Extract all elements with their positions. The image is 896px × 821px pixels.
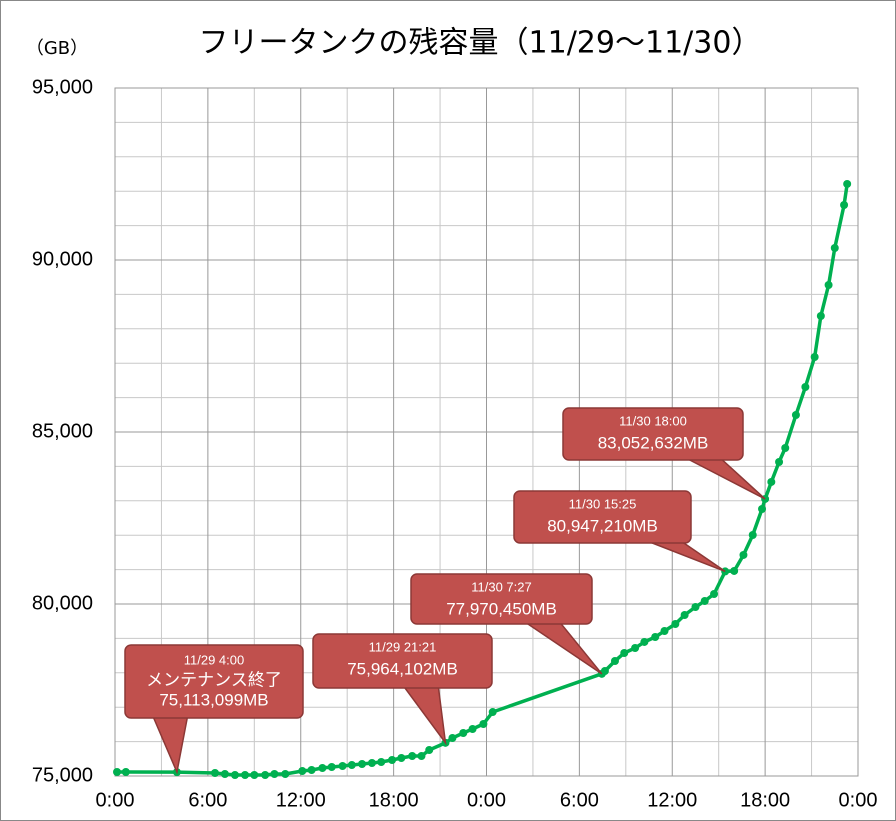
data-point (840, 200, 849, 209)
data-point (640, 637, 649, 646)
x-tick-label: 18:00 (740, 789, 790, 811)
data-point (671, 619, 680, 628)
data-point (397, 754, 406, 763)
callout-cover (403, 682, 437, 687)
data-point (468, 725, 477, 734)
callout: 11/30 15:25 80,947,210MB (513, 490, 726, 573)
data-point (610, 657, 619, 666)
callout-cover (523, 618, 557, 623)
callout-box (312, 633, 493, 689)
callout-text: 11/29 4:00 (184, 652, 244, 667)
callout-text: 83,052,632MB (598, 433, 709, 452)
data-point (479, 719, 488, 728)
data-point (425, 745, 434, 754)
callout-text: 11/29 21:21 (369, 639, 437, 654)
callout: 11/29 21:21 75,964,102MB (312, 633, 493, 746)
data-point (660, 627, 669, 636)
y-tick-label: 80,000 (32, 592, 93, 614)
callout-box (124, 644, 304, 719)
data-point (367, 758, 376, 767)
x-tick-label: 0:00 (467, 789, 506, 811)
data-point (488, 708, 497, 717)
data-point (377, 757, 386, 766)
data-point (417, 752, 426, 761)
data-point (281, 770, 290, 779)
data-point (327, 762, 336, 771)
data-point (338, 761, 347, 770)
x-tick-label: 6:00 (560, 789, 599, 811)
data-point (781, 443, 790, 452)
data-point (408, 752, 417, 761)
data-point (748, 530, 757, 539)
data-point (830, 243, 839, 252)
callout-cover (643, 537, 677, 542)
data-point (810, 353, 819, 362)
x-tick-label: 12:00 (276, 789, 326, 811)
data-point (816, 312, 825, 321)
callout-cover (683, 454, 717, 459)
callout-text: メンテナンス終了 (146, 670, 282, 689)
data-point (791, 411, 800, 420)
callout-box (410, 573, 593, 625)
data-point (631, 643, 640, 652)
data-point (758, 504, 767, 513)
data-point (448, 733, 457, 742)
data-point (270, 770, 279, 779)
data-point (210, 769, 219, 778)
data-point (358, 759, 367, 768)
data-point (710, 589, 719, 598)
x-tick-label: 6:00 (188, 789, 227, 811)
data-point (307, 766, 316, 775)
x-tick-label: 0:00 (96, 789, 135, 811)
x-tick-label: 12:00 (647, 789, 697, 811)
data-point (843, 179, 852, 188)
data-point (113, 768, 122, 777)
data-point (388, 756, 397, 765)
callout-text: 11/30 18:00 (619, 413, 687, 428)
x-tick-label: 0:00 (839, 789, 878, 811)
data-point (250, 771, 259, 780)
callout-text: 77,970,450MB (446, 599, 557, 618)
data-point (261, 771, 270, 780)
callout: 11/30 7:27 77,970,450MB (410, 573, 603, 675)
data-point (680, 611, 689, 620)
y-tick-label: 90,000 (32, 248, 93, 270)
callout-text: 80,947,210MB (547, 516, 658, 535)
data-point (651, 632, 660, 641)
x-tick-label: 18:00 (369, 789, 419, 811)
data-point (298, 767, 307, 776)
data-point (801, 383, 810, 392)
chart-title: フリータンクの残容量（11/29～11/30） (199, 26, 762, 61)
callout-box (513, 490, 692, 544)
callout-text: 75,113,099MB (159, 690, 268, 709)
callout-text: 11/30 7:27 (471, 579, 531, 594)
data-point (241, 771, 250, 780)
data-point (347, 760, 356, 769)
data-point (220, 770, 229, 779)
y-tick-label: 75,000 (32, 764, 93, 786)
callout-text: 11/30 15:25 (569, 496, 637, 511)
data-point (824, 281, 833, 290)
y-tick-label: 85,000 (32, 420, 93, 442)
data-point (730, 566, 739, 575)
data-point (230, 771, 239, 780)
y-tick-label: 95,000 (32, 76, 93, 98)
data-point (318, 763, 327, 772)
data-point (700, 597, 709, 606)
data-point (739, 550, 748, 559)
callout: 11/30 18:00 83,052,632MB (562, 407, 766, 500)
data-point (775, 457, 784, 466)
callout-text: 75,964,102MB (347, 659, 458, 678)
callout-cover (153, 712, 187, 717)
data-point (459, 729, 468, 737)
data-point (691, 602, 700, 611)
data-point (767, 477, 776, 486)
data-point (121, 768, 130, 777)
callout-box (562, 407, 744, 461)
data-point (600, 667, 609, 676)
data-point (620, 648, 629, 657)
y-unit: （GB） (26, 38, 88, 59)
